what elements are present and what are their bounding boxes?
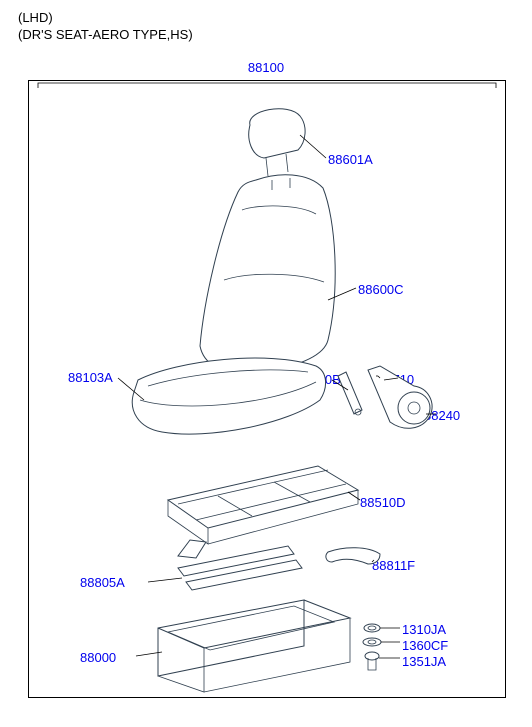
handle-icon: [326, 548, 380, 564]
header-line2: (DR'S SEAT-AERO TYPE,HS): [18, 27, 193, 44]
assembly-label: 88100: [0, 60, 532, 75]
cushion-icon: [118, 358, 326, 434]
brace-top: [38, 83, 496, 88]
headrest-icon: [249, 109, 326, 176]
riser-box-icon: [136, 600, 350, 692]
assembly-ref[interactable]: 88100: [248, 60, 284, 75]
seat-track-icon: [168, 466, 360, 558]
diagram-header: (LHD) (DR'S SEAT-AERO TYPE,HS): [18, 10, 193, 44]
rail-covers-icon: [148, 546, 302, 590]
fasteners-icon: [363, 624, 400, 670]
exploded-view-svg: [28, 80, 506, 698]
recliner-shield-icon: [368, 366, 436, 428]
recliner-lever-icon: [332, 372, 362, 415]
header-line1: (LHD): [18, 10, 193, 27]
seatback-icon: [200, 175, 356, 373]
